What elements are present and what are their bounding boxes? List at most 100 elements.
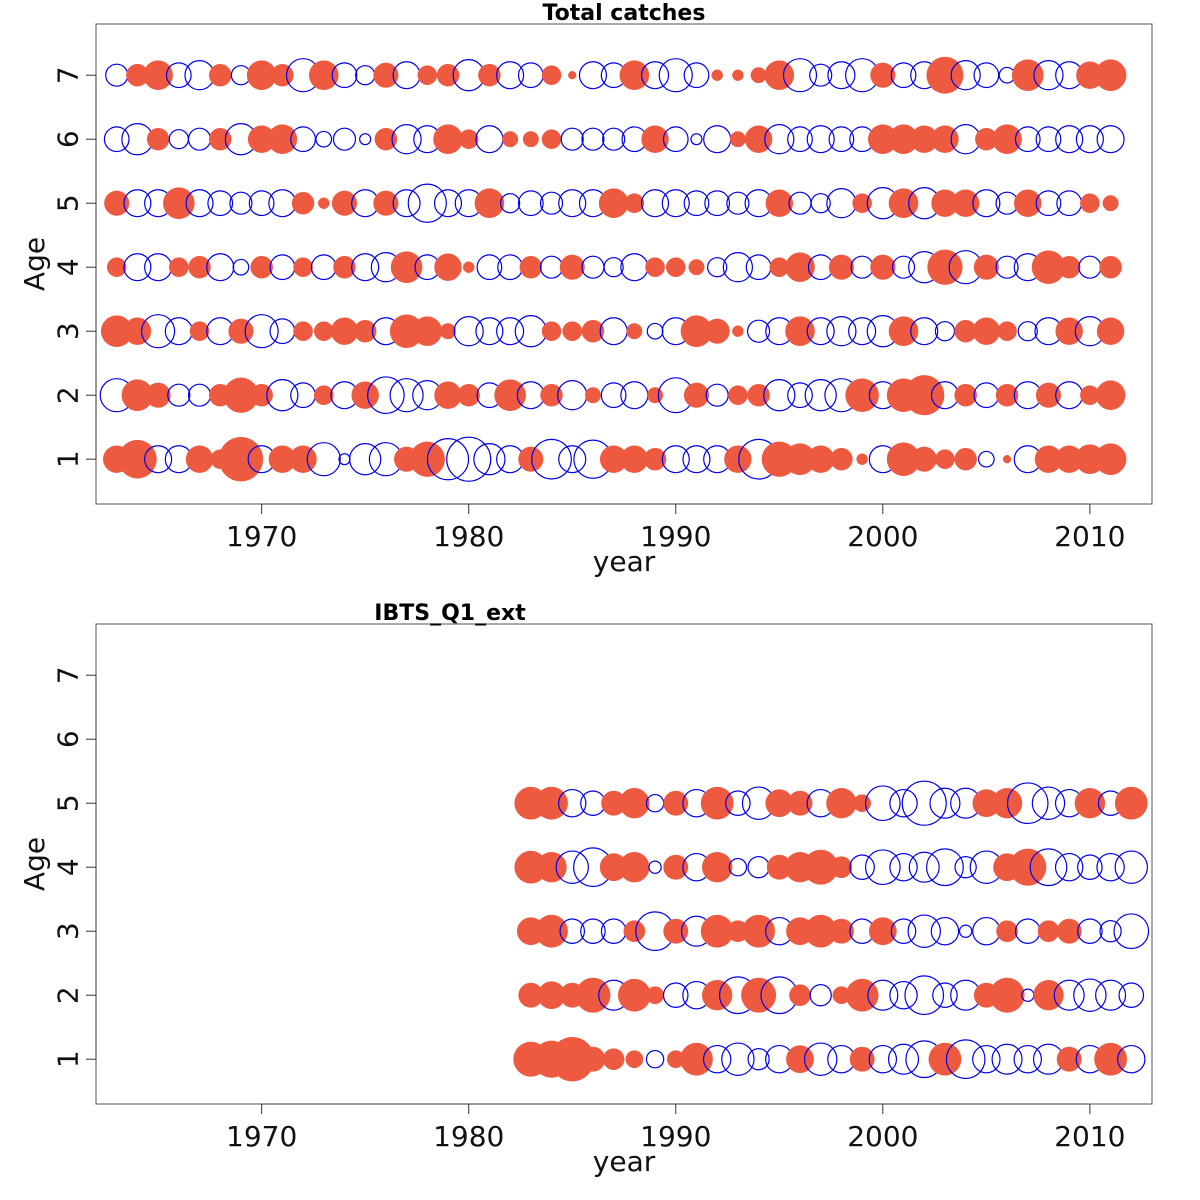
negative-residual-bubble-2004-age3 <box>958 924 973 938</box>
negative-residual-bubble-1989-age4 <box>648 860 662 874</box>
x-tick-label-2010: 2010 <box>1054 1120 1125 1153</box>
negative-residual-bubble-1971-age5 <box>268 189 297 218</box>
negative-residual-bubble-1992-age4 <box>707 257 728 278</box>
positive-residual-bubble-1965-age6 <box>146 127 170 151</box>
positive-residual-bubble-2011-age1 <box>1094 1042 1127 1076</box>
positive-residual-bubble-1974-age3 <box>330 317 359 345</box>
negative-residual-bubble-2005-age1 <box>972 1044 1001 1074</box>
negative-residual-bubble-1984-age4 <box>539 255 564 279</box>
positive-residual-bubble-2006-age3 <box>997 321 1017 341</box>
positive-residual-bubble-1973-age2 <box>313 385 334 405</box>
negative-residual-bubble-1964-age4 <box>123 253 152 282</box>
negative-residual-bubble-1987-age4 <box>603 257 624 278</box>
positive-residual-bubble-1976-age5 <box>373 190 399 216</box>
negative-residual-bubble-2009-age2 <box>1053 979 1085 1011</box>
negative-residual-bubble-2000-age2 <box>867 979 899 1011</box>
positive-residual-bubble-1984-age5 <box>535 786 568 820</box>
positive-residual-bubble-2011-age5 <box>1102 195 1119 212</box>
negative-residual-bubble-2001-age7 <box>890 62 917 89</box>
negative-residual-bubble-1966-age3 <box>164 317 193 346</box>
positive-residual-bubble-1985-age7 <box>568 71 577 80</box>
x-tick-label-1990: 1990 <box>640 520 711 553</box>
positive-residual-bubble-2004-age1 <box>954 447 977 471</box>
x-tick-label-2010: 2010 <box>1054 520 1125 553</box>
positive-residual-bubble-1983-age1 <box>518 446 544 472</box>
negative-residual-bubble-2010-age6 <box>1075 125 1104 154</box>
negative-residual-bubble-1990-age6 <box>662 126 689 153</box>
negative-residual-bubble-1990-age5 <box>661 189 690 218</box>
x-axis: 1970 1980 1990 2000 2010 <box>226 1103 1126 1153</box>
y-tick-label-6: 6 <box>52 730 85 748</box>
negative-residual-bubble-1999-age4 <box>849 854 875 880</box>
positive-residual-bubble-1981-age7 <box>478 63 501 87</box>
positive-residual-bubble-2009-age1 <box>1056 1046 1082 1072</box>
positive-residual-bubble-1992-age4 <box>701 852 733 883</box>
positive-residual-bubble-1986-age1 <box>580 1046 606 1072</box>
negative-residual-bubble-1968-age4 <box>206 253 235 282</box>
negative-residual-bubble-1982-age3 <box>496 317 525 346</box>
positive-residual-bubble-1982-age6 <box>502 131 519 148</box>
positive-residual-bubble-2002-age2 <box>904 375 945 416</box>
positive-residual-bubble-1999-age2 <box>845 378 879 412</box>
negative-residual-bubble-2001-age2 <box>889 980 918 1010</box>
negative-residual-bubble-1997-age5 <box>810 193 831 214</box>
y-axis: 1 2 3 4 5 6 7 <box>52 666 97 1068</box>
positive-residual-bubble-2007-age4 <box>1009 848 1047 886</box>
negative-residual-bubble-1994-age3 <box>746 319 771 343</box>
negative-residual-bubble-1981-age3 <box>475 317 504 346</box>
positive-residual-bubble-2005-age4 <box>973 254 999 280</box>
positive-residual-bubble-1996-age5 <box>787 790 813 816</box>
positive-residual-bubble-1986-age2 <box>584 387 601 404</box>
positive-residual-bubble-1971-age6 <box>267 124 298 154</box>
negative-residual-bubble-1990-age1 <box>661 445 690 474</box>
positive-residual-bubble-1980-age4 <box>462 261 475 273</box>
negative-residual-bubble-1997-age7 <box>809 63 833 87</box>
positive-residual-bubble-2010-age5 <box>1074 788 1106 819</box>
x-tick-label-2000: 2000 <box>847 1120 918 1153</box>
negative-residual-bubble-2008-age5 <box>1035 190 1062 217</box>
negative-residual-bubble-2003-age3 <box>930 916 960 946</box>
positive-residual-bubble-1988-age1 <box>625 1050 644 1069</box>
positive-residual-bubble-2011-age3 <box>1096 317 1125 345</box>
negative-residual-bubble-1997-age1 <box>803 1042 838 1076</box>
positive-residual-bubble-1993-age7 <box>732 69 744 81</box>
positive-residual-bubble-1988-age3 <box>623 920 646 943</box>
positive-residual-bubble-2004-age2 <box>954 383 977 407</box>
y-axis-label: Age <box>18 837 51 891</box>
negative-residual-bubble-2003-age5 <box>929 787 961 819</box>
negative-residual-bubble-1963-age6 <box>103 126 130 153</box>
positive-residual-bubble-2003-age6 <box>931 125 959 153</box>
positive-residual-bubble-1990-age4 <box>665 257 686 277</box>
positive-residual-bubble-1980-age2 <box>457 383 480 407</box>
negative-residual-bubble-1985-age6 <box>560 127 584 151</box>
positive-residual-bubble-1988-age7 <box>619 60 650 90</box>
positive-residual-bubble-1989-age6 <box>641 125 669 153</box>
negative-residual-bubble-1988-age4 <box>620 253 649 282</box>
negative-residual-bubble-1963-age7 <box>105 63 129 87</box>
x-tick-label-1970: 1970 <box>226 1120 297 1153</box>
negative-residual-bubble-1996-age6 <box>787 126 813 153</box>
positive-residual-bubble-1989-age4 <box>645 257 665 277</box>
positive-residual-bubble-1975-age2 <box>351 381 379 409</box>
positive-residual-bubble-1970-age4 <box>250 255 273 279</box>
panel-ibts-q1-ext: IBTS_Q1_ext year Age 1970 1980 1990 2000 201… <box>18 601 1153 1178</box>
positive-residual-bubble-1974-age4 <box>333 255 356 279</box>
positive-residual-bubble-1969-age3 <box>228 318 254 344</box>
negative-residual-bubble-1995-age6 <box>764 124 795 155</box>
negative-residual-bubble-1975-age4 <box>351 253 380 282</box>
negative-residual-bubble-1992-age5 <box>704 190 731 217</box>
negative-residual-bubble-1967-age2 <box>187 383 212 407</box>
x-tick-label-1970: 1970 <box>226 520 297 553</box>
negative-residual-bubble-2000-age5 <box>864 785 901 822</box>
negative-residual-bubble-1987-age3 <box>599 317 628 346</box>
negative-residual-bubble-1997-age2 <box>804 379 837 412</box>
negative-residual-bubble-1986-age6 <box>581 127 605 151</box>
positive-residual-bubble-1998-age4 <box>830 856 853 879</box>
positive-residual-bubble-2005-age3 <box>972 317 1001 345</box>
negative-residual-bubble-2005-age1 <box>977 450 995 468</box>
negative-residual-bubble-1998-age7 <box>827 61 856 90</box>
negative-residual-bubble-2008-age4 <box>1029 848 1068 887</box>
positive-residual-bubble-1995-age7 <box>764 60 795 90</box>
positive-residual-bubble-1972-age5 <box>291 191 315 215</box>
positive-residual-bubble-1988-age1 <box>620 445 649 473</box>
